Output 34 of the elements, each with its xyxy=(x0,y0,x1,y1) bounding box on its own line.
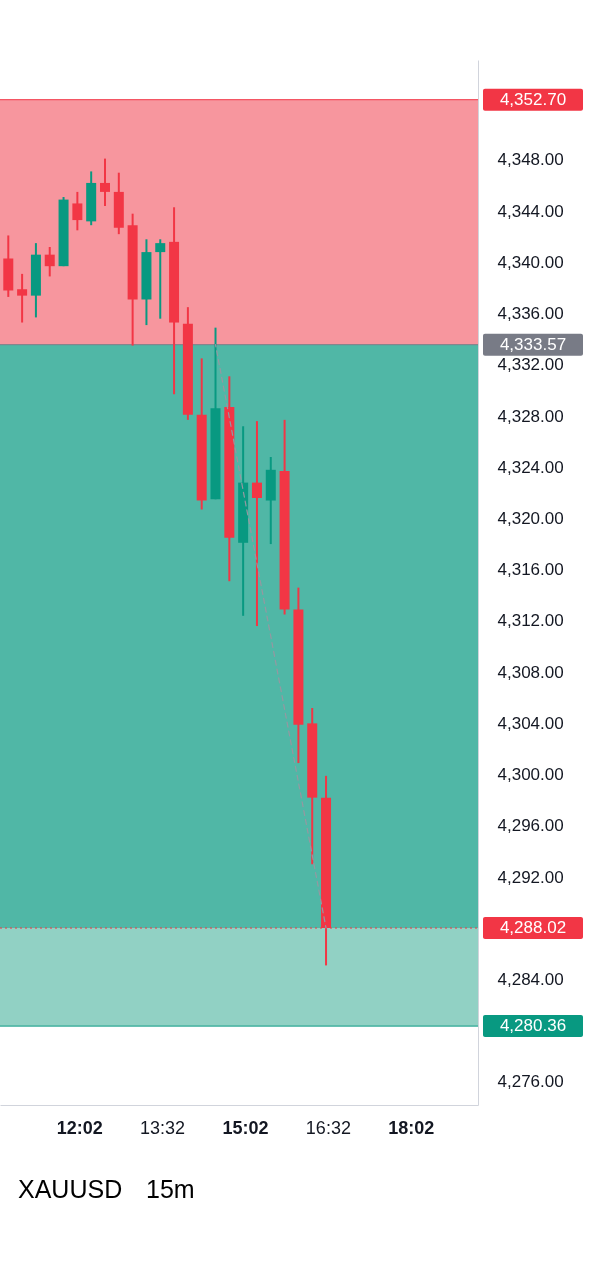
y-tick-label: 4,300.00 xyxy=(497,765,564,785)
ref-line-label: 4,280.36 xyxy=(499,1016,567,1036)
candlestick xyxy=(17,272,28,324)
ref-line-label: 4,352.70 xyxy=(499,89,567,109)
candlestick xyxy=(155,238,166,320)
candlestick xyxy=(44,245,55,278)
candlestick xyxy=(251,420,262,628)
y-tick-label: 4,336.00 xyxy=(497,304,564,324)
y-tick-label: 4,284.00 xyxy=(497,970,564,989)
y-tick-label: 4,296.00 xyxy=(497,816,564,836)
y-tick-label: 4,312.00 xyxy=(497,611,564,631)
x-tick-label: 15:02 xyxy=(222,1117,269,1138)
y-tick-label: 4,324.00 xyxy=(497,457,564,477)
y-tick-label: 4,328.00 xyxy=(497,406,564,426)
y-tick-label: 4,340.00 xyxy=(497,252,564,272)
y-tick-label: 4,292.00 xyxy=(497,867,564,887)
x-tick-label: 18:02 xyxy=(388,1117,435,1138)
x-tick-label: 16:32 xyxy=(305,1117,351,1138)
y-tick-label: 4,332.00 xyxy=(497,355,564,375)
y-tick-label: 4,344.00 xyxy=(497,201,564,221)
y-tick-label: 4,320.00 xyxy=(497,508,564,528)
x-tick-label: 12:02 xyxy=(56,1117,103,1138)
text: XAUUSD xyxy=(18,1175,123,1203)
ref-line-label: 4,288.02 xyxy=(499,918,567,938)
y-tick-label: 4,348.00 xyxy=(497,150,564,170)
y-tick-label: 4,276.00 xyxy=(497,1072,564,1092)
text: 15m xyxy=(146,1175,195,1203)
y-tick-label: 4,316.00 xyxy=(497,560,564,580)
y-tick-label: 4,308.00 xyxy=(497,662,564,682)
candlestick xyxy=(72,190,83,232)
x-tick-label: 13:32 xyxy=(140,1117,186,1138)
y-tick-label: 4,304.00 xyxy=(497,713,564,733)
ref-line-label: 4,333.57 xyxy=(499,334,567,354)
candlestick xyxy=(99,157,110,207)
